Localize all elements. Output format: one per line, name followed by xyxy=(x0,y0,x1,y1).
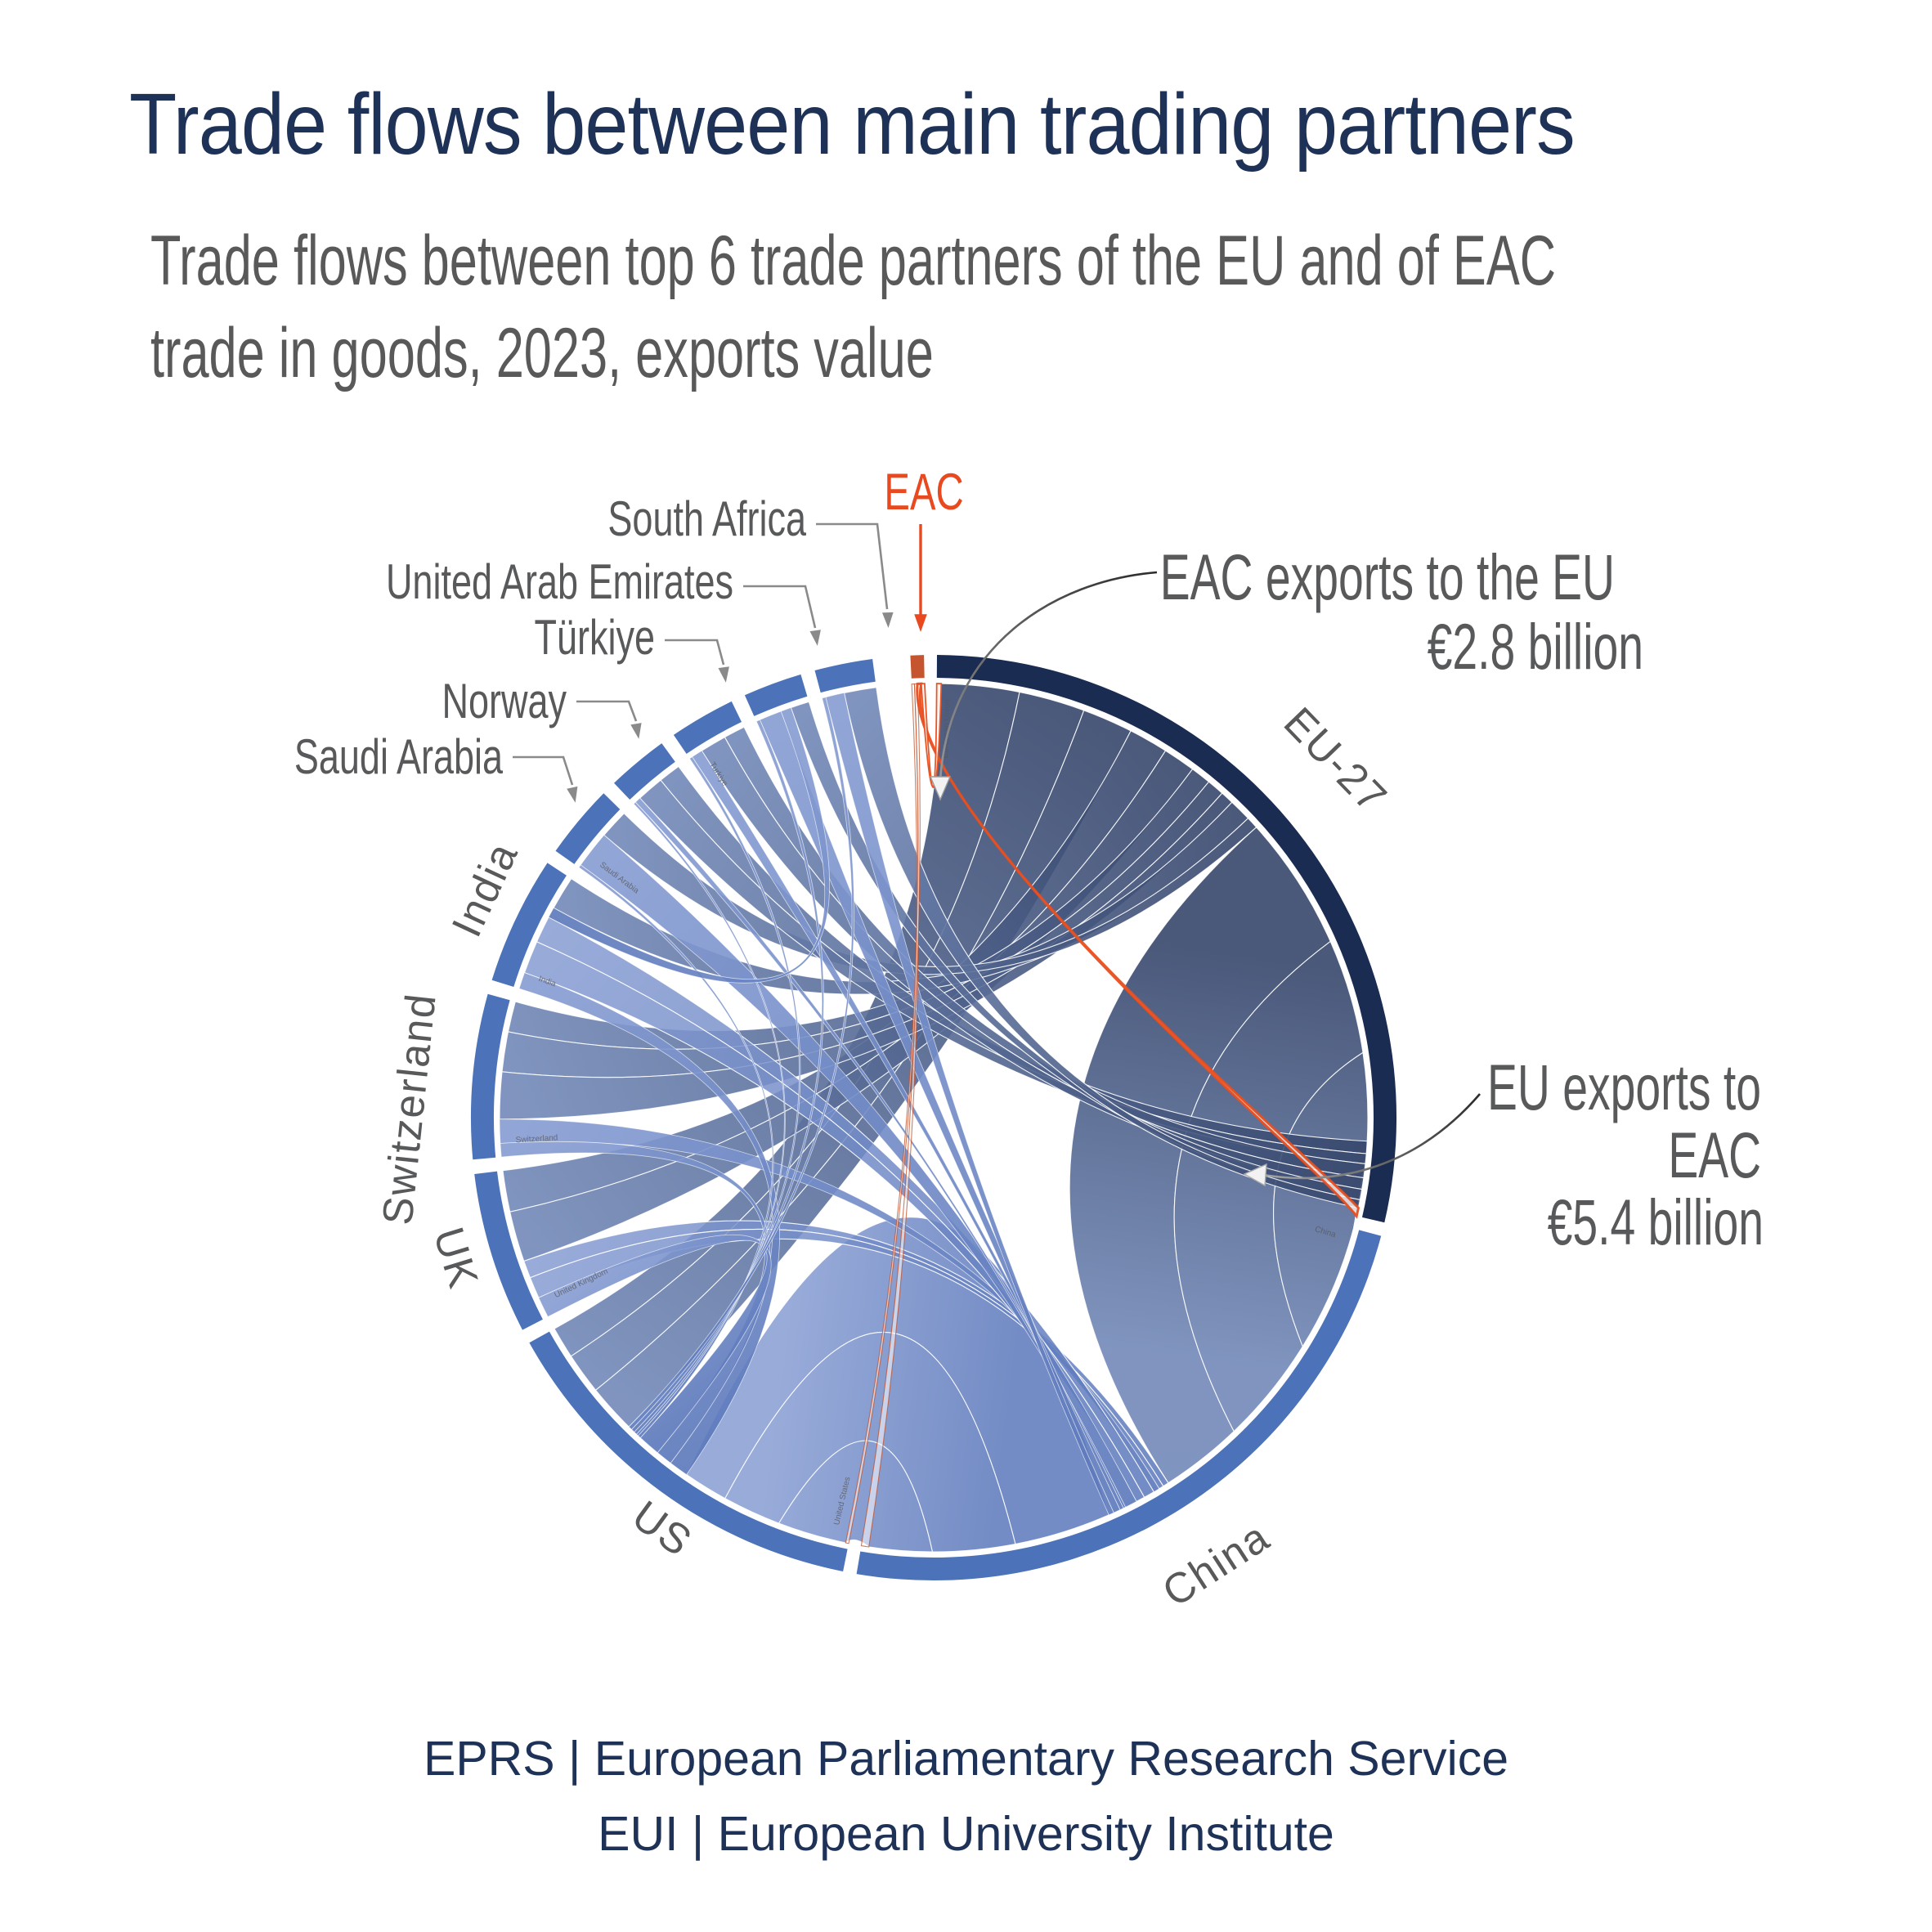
svg-text:European Union: European Union xyxy=(941,699,953,759)
svg-text:Saudi Arabia: Saudi Arabia xyxy=(294,730,504,785)
svg-text:India: India xyxy=(442,834,527,944)
svg-text:Switzerland: Switzerland xyxy=(373,990,445,1226)
svg-text:United Arab Emirates: United Arab Emirates xyxy=(386,555,733,610)
svg-text:Türkiye: Türkiye xyxy=(535,611,655,666)
svg-text:US: US xyxy=(624,1491,702,1566)
svg-text:€2.8 billion: €2.8 billion xyxy=(1428,611,1643,683)
svg-text:China: China xyxy=(1154,1512,1278,1616)
svg-text:EAC: EAC xyxy=(884,463,963,520)
svg-text:Switzerland: Switzerland xyxy=(515,1133,558,1145)
svg-text:Norway: Norway xyxy=(442,675,567,729)
svg-text:EAC: EAC xyxy=(1668,1119,1761,1191)
svg-text:EU-27: EU-27 xyxy=(1275,698,1396,823)
svg-text:EAC exports to the EU: EAC exports to the EU xyxy=(1160,541,1615,613)
svg-text:South Africa: South Africa xyxy=(607,492,806,547)
svg-text:UK: UK xyxy=(424,1222,488,1294)
svg-text:€5.4 billion: €5.4 billion xyxy=(1548,1186,1764,1258)
svg-text:EU exports to: EU exports to xyxy=(1487,1051,1761,1123)
